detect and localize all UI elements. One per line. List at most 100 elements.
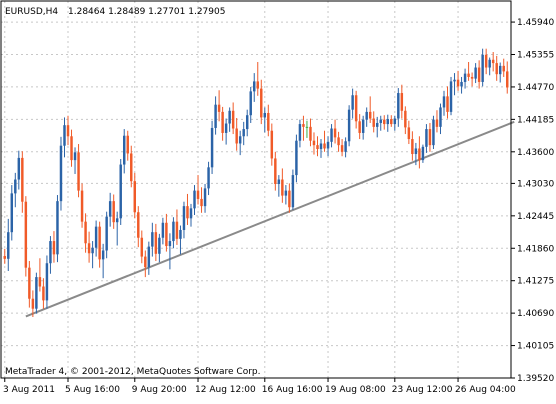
candle-body <box>105 216 108 251</box>
candle <box>449 76 453 116</box>
candle <box>309 118 312 147</box>
candle-body <box>10 193 14 233</box>
candle <box>126 130 129 161</box>
candle <box>481 48 484 87</box>
candle-body <box>463 73 467 82</box>
candle-body <box>203 188 207 207</box>
candle-body <box>323 143 326 149</box>
candle-body <box>35 277 38 309</box>
candle <box>337 131 340 152</box>
candle-body <box>260 88 263 118</box>
candle <box>484 48 488 75</box>
candle-body <box>467 73 470 77</box>
candle <box>115 211 119 246</box>
candle-body <box>477 67 481 82</box>
candle <box>14 172 17 208</box>
candle <box>256 61 259 96</box>
candle-body <box>414 148 418 155</box>
candle <box>35 272 38 314</box>
x-tick-label: 12 Aug 12:00 <box>195 385 256 395</box>
candle <box>358 114 361 140</box>
candle <box>122 129 126 174</box>
candle-body <box>196 190 200 199</box>
y-tick-label: 1.41860 <box>517 244 554 254</box>
candle <box>98 221 101 268</box>
candle <box>133 172 137 219</box>
y-tick-label: 1.45355 <box>517 51 554 61</box>
candle <box>288 183 291 213</box>
candle-body <box>383 119 386 125</box>
candle-body <box>404 110 407 128</box>
x-tick-label: 16 Aug 16:00 <box>262 385 323 395</box>
candle <box>414 142 418 166</box>
candle <box>238 130 242 156</box>
candle-body <box>144 256 147 268</box>
candle-body <box>506 71 509 88</box>
candle-body <box>63 125 66 146</box>
candles <box>3 48 509 318</box>
candle-body <box>42 286 45 301</box>
candle <box>210 120 214 174</box>
candle-body <box>17 157 21 180</box>
candle <box>80 183 84 228</box>
candle-body <box>245 115 249 130</box>
candle <box>372 111 375 133</box>
trendline-layer <box>25 120 515 318</box>
candle <box>467 61 470 81</box>
candle-body <box>432 119 435 146</box>
candle <box>361 115 365 140</box>
candle <box>130 145 133 188</box>
candle <box>45 255 49 309</box>
candle-body <box>456 79 460 87</box>
candle-body <box>221 111 224 133</box>
candle <box>305 120 309 138</box>
candle <box>425 124 428 153</box>
candle <box>274 151 277 191</box>
candle <box>460 76 463 94</box>
candle <box>151 222 154 257</box>
candle <box>442 90 446 116</box>
candle-body <box>3 256 6 259</box>
candle <box>344 137 347 158</box>
candle-body <box>161 222 165 238</box>
candle-body <box>295 140 298 176</box>
x-tick-label: 3 Aug 2011 <box>3 385 55 395</box>
candle <box>340 139 344 157</box>
candle <box>101 243 105 279</box>
candle <box>161 217 165 245</box>
candle <box>207 161 210 196</box>
candle <box>242 121 245 146</box>
candle <box>383 115 386 130</box>
candle <box>214 96 217 135</box>
trendline[interactable] <box>25 120 515 318</box>
x-tick-label: 19 Aug 08:00 <box>325 385 386 395</box>
candle <box>281 168 284 203</box>
candle <box>3 248 6 264</box>
candle <box>140 230 144 264</box>
candle-body <box>101 250 105 260</box>
candle <box>498 62 502 83</box>
candle-body <box>214 104 217 128</box>
candle-body <box>49 241 52 264</box>
candle-body <box>316 145 319 150</box>
candle <box>506 61 509 94</box>
candle-body <box>80 190 84 222</box>
candle-body <box>407 127 411 140</box>
candle-body <box>84 221 87 244</box>
candle <box>228 107 231 132</box>
candle <box>66 115 70 146</box>
candle <box>175 209 179 245</box>
candle-body <box>238 136 242 144</box>
candle <box>407 120 411 145</box>
candle <box>249 86 252 123</box>
candle-body <box>249 91 252 116</box>
candle <box>330 124 333 148</box>
y-tick-label: 1.39520 <box>517 374 554 384</box>
candle <box>182 201 186 239</box>
candle <box>52 231 56 263</box>
candle-body <box>372 118 375 127</box>
candle <box>28 261 31 308</box>
candle-body <box>91 247 94 254</box>
